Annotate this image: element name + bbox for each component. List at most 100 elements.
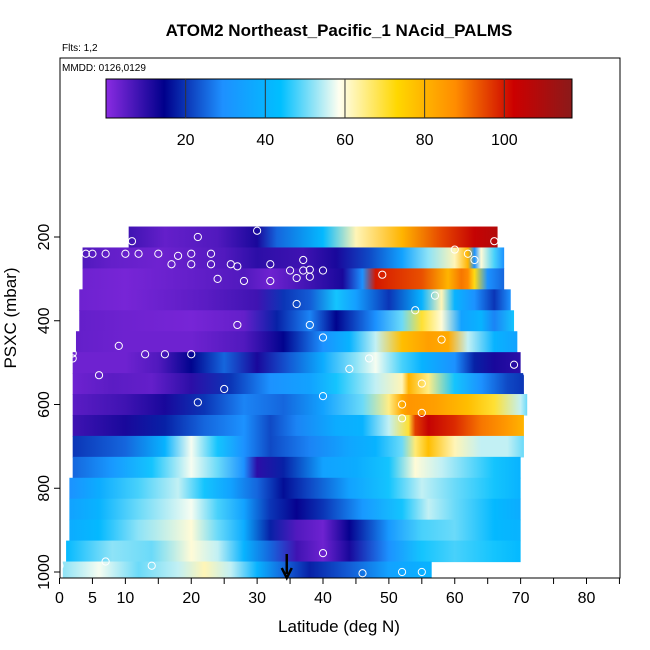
sample-point: [450, 245, 459, 254]
sample-point: [101, 249, 110, 258]
sample-point: [318, 333, 328, 342]
heatmap-strip: [66, 540, 521, 563]
sample-point: [94, 371, 104, 380]
colorbar-ticks: 20 40 60 80 100: [177, 79, 518, 149]
sample-point: [220, 384, 229, 394]
sample-point: [305, 320, 314, 330]
sample-point: [318, 392, 328, 401]
x-tick-label: 40: [314, 590, 332, 607]
sample-point: [206, 249, 216, 258]
heatmap-strip: [69, 519, 521, 542]
sample-point: [88, 249, 97, 258]
sample-point: [193, 232, 202, 242]
sample-point: [127, 237, 137, 246]
sample-point: [430, 291, 440, 300]
plot-frame: [59, 57, 621, 579]
y-axis: 200 400 600 800 1000: [36, 224, 60, 590]
sample-point: [233, 262, 242, 271]
sample-point: [187, 350, 196, 359]
heatmap-strip: [79, 289, 511, 311]
x-tick-label: 50: [380, 590, 398, 607]
sample-point: [417, 567, 426, 577]
sample-point: [253, 226, 262, 235]
heatmap-strip: [62, 561, 432, 578]
sample-point: [68, 349, 77, 358]
heatmap-strip: [72, 352, 521, 374]
sample-point: [292, 273, 301, 283]
colorbar-tick-label: 60: [336, 132, 354, 149]
sample-point: [60, 561, 64, 570]
heatmap-strip: [128, 226, 498, 249]
location-marker: [280, 554, 293, 581]
sample-point: [134, 249, 143, 258]
sample-point: [397, 414, 407, 423]
sample-point: [417, 379, 426, 388]
heatmap-strip: [69, 498, 521, 521]
sample-point: [345, 364, 354, 374]
x-tick-label: 70: [512, 590, 530, 607]
sample-point: [437, 335, 446, 344]
sample-point: [529, 387, 538, 397]
sample-point: [318, 266, 328, 275]
colorbar-tick-label: 40: [256, 132, 274, 149]
sample-point: [411, 306, 420, 315]
sample-point: [173, 251, 183, 260]
sample-point: [187, 260, 196, 269]
heatmap-strip: [72, 435, 524, 458]
heatmap-strip: [82, 247, 505, 270]
sample-point: [213, 274, 222, 283]
sample-point: [470, 255, 479, 265]
sample-point: [318, 549, 328, 558]
flights-annotation: Flts: 1,2: [62, 43, 98, 54]
sample-point: [154, 249, 163, 258]
heatmap-strip: [69, 477, 521, 500]
sample-point: [358, 569, 367, 578]
x-tick-label: 60: [446, 590, 464, 607]
sample-point: [397, 567, 407, 577]
sample-point: [121, 249, 130, 258]
heatmap-strip: [72, 456, 521, 479]
heatmap-strip: [72, 373, 524, 395]
sample-point: [292, 299, 301, 309]
sample-point: [187, 249, 196, 258]
colorbar: [105, 78, 573, 119]
y-tick-label: 600: [36, 391, 53, 418]
sample-point: [299, 255, 308, 265]
heatmap-strip: [79, 310, 515, 332]
sample-point: [378, 270, 387, 279]
sample-point: [266, 260, 275, 269]
sample-point: [147, 561, 156, 570]
sample-point: [114, 341, 123, 350]
sample-point: [285, 266, 295, 275]
sample-point: [141, 350, 150, 359]
sample-point: [160, 350, 169, 359]
sample-point: [490, 237, 499, 246]
colorbar-tick-label: 20: [177, 132, 195, 149]
y-tick-label: 400: [36, 307, 53, 334]
y-tick-label: 800: [36, 475, 53, 502]
sample-point: [233, 320, 242, 330]
heatmap-strip: [75, 331, 518, 353]
x-tick-label: 80: [578, 590, 596, 607]
sample-point: [417, 408, 426, 417]
colorbar-tick-label: 80: [416, 132, 434, 149]
x-tick-label: 30: [248, 590, 266, 607]
sample-point: [266, 276, 275, 286]
chart-title: ATOM2 Northeast_Pacific_1 NAcid_PALMS: [166, 21, 513, 40]
sample-point: [299, 266, 308, 275]
sample-point: [463, 249, 473, 258]
x-tick-label: 0: [55, 590, 64, 607]
x-tick-label: 5: [88, 590, 97, 607]
sample-point: [68, 354, 77, 363]
x-axis: 0 5 10 20 30 40 50 60 70 80: [55, 578, 620, 607]
x-tick-label: 10: [116, 590, 134, 607]
y-tick-label: 200: [36, 224, 53, 251]
sample-point: [509, 360, 519, 369]
sample-point: [523, 536, 532, 545]
x-tick-label: 20: [182, 590, 200, 607]
heatmap-strip: [72, 414, 524, 437]
heatmap-strips: [62, 226, 528, 578]
y-tick-label: 1000: [36, 554, 53, 590]
marker-head: [280, 567, 293, 581]
